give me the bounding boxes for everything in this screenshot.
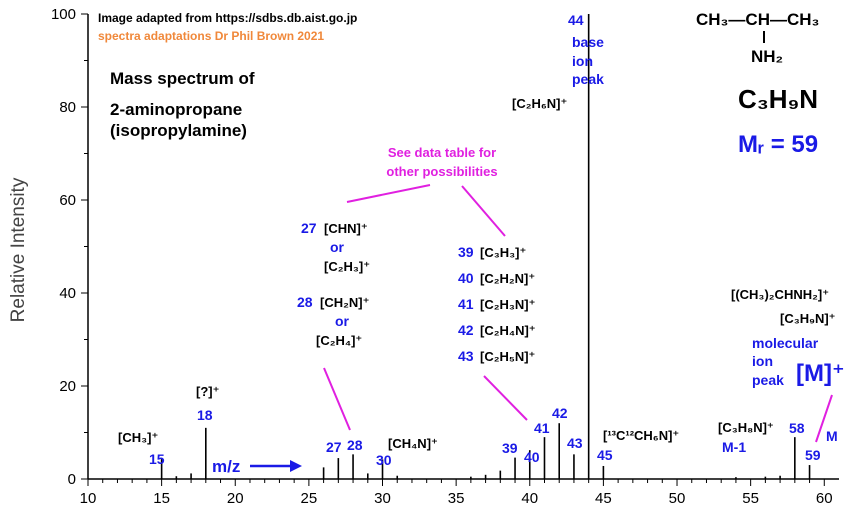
x-tick-label: 50 [669,490,686,507]
group-mz-43: 43 [458,348,474,364]
peak-label-27: 27 [326,439,342,455]
x-tick-label: 40 [521,490,538,507]
group-ion-40: [C₂H₂N]⁺ [480,271,535,286]
group-ion-41: [C₂H₃N]⁺ [480,297,535,312]
title-line1: Mass spectrum of [110,69,255,88]
spectra-credit: spectra adaptations Dr Phil Brown 2021 [98,29,324,43]
x-tick-label: 55 [742,490,759,507]
group-or2: or [335,313,350,329]
peak-label-15: 15 [149,451,165,467]
group-mz28: 28 [297,294,313,310]
x-tick-label: 45 [595,490,612,507]
peak-label-43: 43 [567,435,583,451]
ion-word: ion [572,53,593,69]
peak-label-42: 42 [552,405,568,421]
group-mz-40: 40 [458,270,474,286]
x-tick-label: 10 [80,490,97,507]
molecular-ion-name2: [C₃H₉N]⁺ [780,311,836,326]
x-tick-label: 30 [374,490,391,507]
peak-ion-45: [¹³C¹²CH₆N]⁺ [603,428,679,443]
peak-label-45: 45 [597,447,613,463]
group-ion-39: [C₃H₃]⁺ [480,245,526,260]
group39-pointer [483,375,528,421]
y-tick-label: 60 [59,192,76,209]
group-ion28a: [CH₂N]⁺ [320,295,369,310]
mz-arrow-head-icon [290,460,302,472]
group-or1: or [330,239,345,255]
x-tick-label: 35 [448,490,465,507]
peak-label-28: 28 [347,437,363,453]
peak-label-41: 41 [534,420,550,436]
x-tick-label: 15 [153,490,170,507]
axes: 10 15 20 25 30 35 40 45 50 55 60 0 20 40 60 80 100 [51,6,839,507]
title-line3: (isopropylamine) [110,121,247,140]
peak-label-39: 39 [502,440,518,456]
molecular-ion-name1: [(CH₃)₂CHNH₂]⁺ [731,287,829,302]
see-table-line1: See data table for [388,145,496,160]
structure-nh2: NH₂ [751,47,783,66]
group-mz-41: 41 [458,296,474,312]
peak-label-18: 18 [197,407,213,423]
group-mz-42: 42 [458,322,474,338]
x-axis-title: m/z [212,457,240,476]
x-tick-label: 60 [816,490,833,507]
y-axis-title: Relative Intensity [8,177,29,322]
peak-label-30: 30 [376,452,392,468]
molecular-formula: C₃H₉N [738,84,818,114]
y-tick-label: 40 [59,285,76,302]
m1-ion: [C₃H₈N]⁺ [718,420,774,435]
base-peak-word: base [572,34,604,50]
peak-label-59: 59 [805,447,821,463]
m-plus-label: [M]⁺ [796,360,845,387]
molecular-mass: Mᵣ = 59 [738,131,818,158]
molecular-peak-word: peak [752,372,784,388]
group-ion-43: [C₂H₅N]⁺ [480,349,535,364]
peak-ion-18: [?]⁺ [196,384,219,399]
m-label: M [826,428,838,444]
x-tick-label: 25 [301,490,318,507]
note-pointer-right [461,185,506,237]
group27-pointer [323,367,351,431]
peak-ion-30: [CH₄N]⁺ [388,436,438,451]
molecular-word: molecular [752,335,819,351]
base-peak-mz: 44 [568,12,584,28]
y-tick-label: 20 [59,378,76,395]
group-39-43: 39 [C₃H₃]⁺ 40 [C₂H₂N]⁺ 41 [C₂H₃N]⁺ 42 [C₂H₄N]⁺ 4… [458,244,536,364]
group-ion27b: [C₂H₃]⁺ [324,259,370,274]
peak-label-58: 58 [789,420,805,436]
see-table-line2: other possibilities [386,164,497,179]
group-mz27: 27 [301,220,317,236]
structure-formula: CH₃—CH—CH₃ [696,10,819,29]
note-pointer-left [346,184,431,203]
y-tick-label: 100 [51,6,76,23]
m1-label: M-1 [722,439,746,455]
x-tick-label: 20 [227,490,244,507]
y-tick-label: 80 [59,99,76,116]
m-plus-pointer [815,394,833,443]
group-ion28b: [C₂H₄]⁺ [316,333,362,348]
group-mz-39: 39 [458,244,474,260]
base-ion-formula: [C₂H₆N]⁺ [512,96,567,111]
molecular-ion-word: ion [752,353,773,369]
group-ion27a: [CHN]⁺ [324,221,368,236]
title-line2: 2-aminopropane [110,100,242,119]
peak-word: peak [572,71,604,87]
source-credit: Image adapted from https://sdbs.db.aist.… [98,11,357,25]
peak-ion-15: [CH₃]⁺ [118,430,158,445]
peak-label-40: 40 [524,449,540,465]
peak-bars [160,14,811,479]
y-tick-label: 0 [68,471,76,488]
group-ion-42: [C₂H₄N]⁺ [480,323,536,338]
